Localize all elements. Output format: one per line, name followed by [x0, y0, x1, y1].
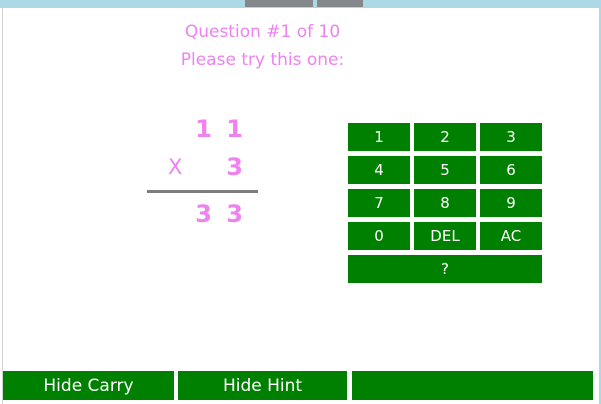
- multiplicand-value: 1 1: [195, 115, 244, 143]
- keypad-key-5[interactable]: 5: [414, 156, 476, 184]
- multiplier-value: 3: [226, 153, 244, 181]
- left-border-line: [2, 8, 3, 404]
- keypad-key-9[interactable]: 9: [480, 189, 542, 217]
- keypad-key-2[interactable]: 2: [414, 123, 476, 151]
- keypad-key-0[interactable]: 0: [348, 222, 410, 250]
- numeric-keypad: 1 2 3 4 5 6 7 8 9 0 DEL AC ?: [348, 123, 542, 283]
- keypad-key-7[interactable]: 7: [348, 189, 410, 217]
- answer-value: 3 3: [195, 200, 244, 228]
- equals-rule: [147, 190, 258, 193]
- keypad-key-8[interactable]: 8: [414, 189, 476, 217]
- keypad-key-del[interactable]: DEL: [414, 222, 476, 250]
- keypad-key-1[interactable]: 1: [348, 123, 410, 151]
- hide-carry-button[interactable]: Hide Carry: [3, 371, 174, 400]
- keypad-key-3[interactable]: 3: [480, 123, 542, 151]
- multiply-operator: X: [168, 155, 183, 179]
- hide-hint-button[interactable]: Hide Hint: [178, 371, 347, 400]
- keypad-key-6[interactable]: 6: [480, 156, 542, 184]
- keypad-key-ac[interactable]: AC: [480, 222, 542, 250]
- keypad-key-help[interactable]: ?: [348, 255, 542, 283]
- question-counter: Question #1 of 10: [184, 22, 341, 42]
- top-tab-remnant-left[interactable]: [245, 0, 313, 7]
- top-tab-remnant-right[interactable]: [317, 0, 363, 7]
- prompt-text: Please try this one:: [180, 50, 345, 70]
- keypad-key-4[interactable]: 4: [348, 156, 410, 184]
- footer-empty-button[interactable]: [352, 371, 593, 400]
- right-frame-strip: [599, 0, 601, 404]
